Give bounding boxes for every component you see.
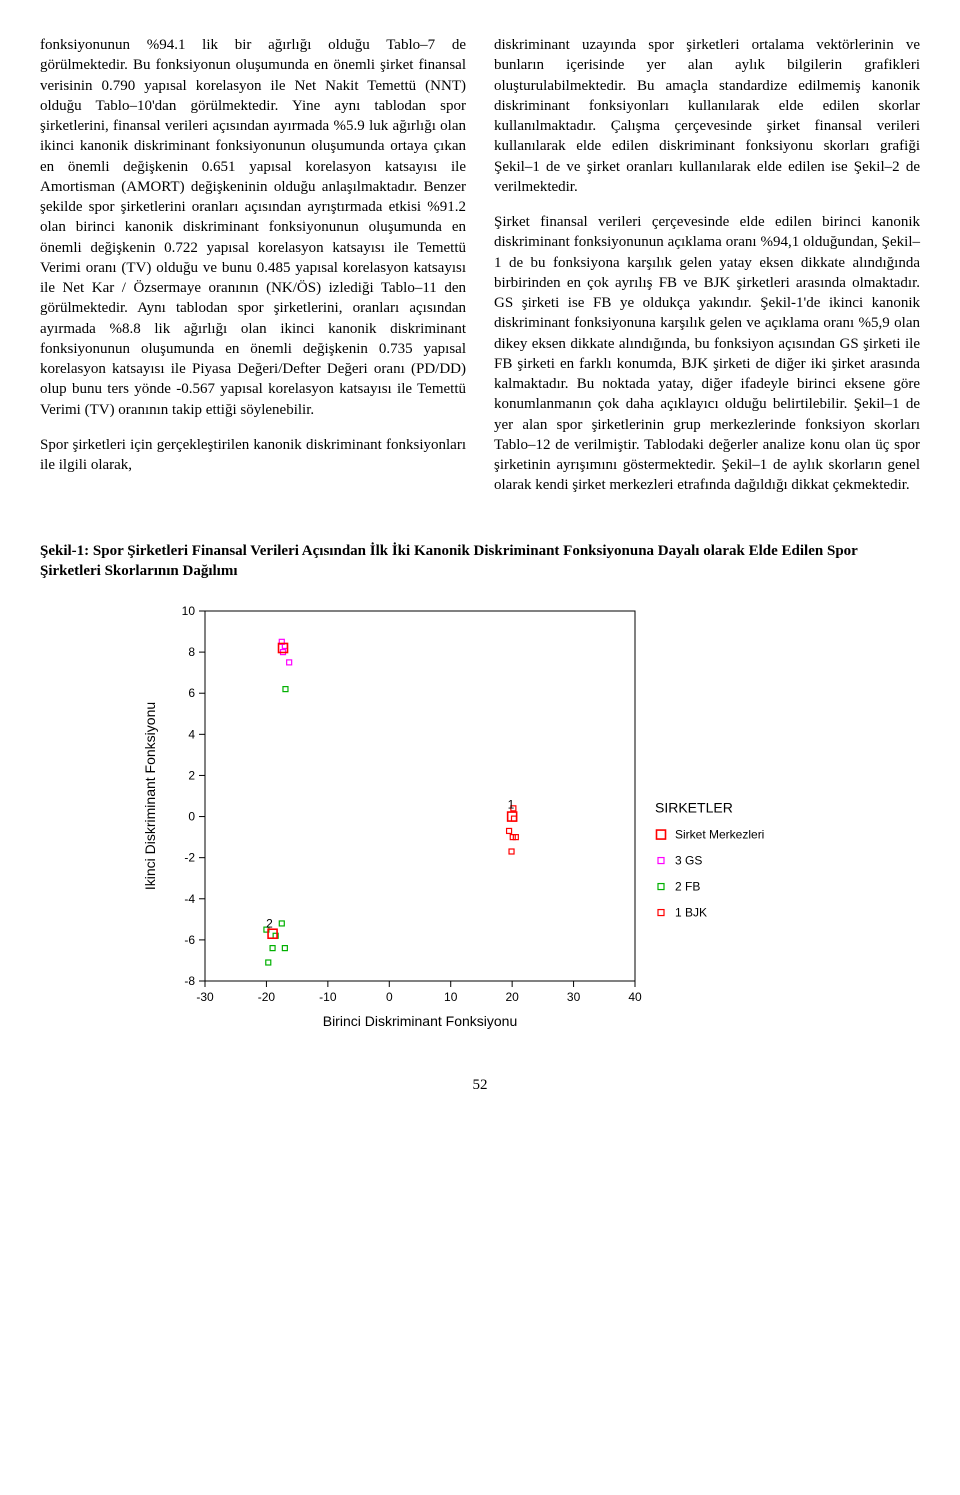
svg-text:4: 4 bbox=[188, 727, 195, 741]
svg-text:-6: -6 bbox=[184, 933, 195, 947]
scatter-plot-svg: -30-20-10010203040-8-6-4-20246810Birinci… bbox=[115, 591, 845, 1051]
page-root: fonksiyonunun %94.1 lik bir ağırlığı old… bbox=[20, 0, 940, 1135]
left-para-1: fonksiyonunun %94.1 lik bir ağırlığı old… bbox=[40, 35, 466, 420]
svg-text:8: 8 bbox=[188, 645, 195, 659]
svg-text:-4: -4 bbox=[184, 892, 195, 906]
svg-text:Sirket Merkezleri: Sirket Merkezleri bbox=[675, 828, 764, 842]
svg-text:-10: -10 bbox=[319, 990, 337, 1004]
svg-text:Ikinci Diskriminant Fonksiyonu: Ikinci Diskriminant Fonksiyonu bbox=[142, 702, 158, 890]
svg-text:10: 10 bbox=[182, 604, 196, 618]
left-para-2: Spor şirketleri için gerçekleştirilen ka… bbox=[40, 435, 466, 476]
right-para-2: Şirket finansal verileri çerçevesinde el… bbox=[494, 212, 920, 496]
right-para-1: diskriminant uzayında spor şirketleri or… bbox=[494, 35, 920, 197]
svg-text:3 GS: 3 GS bbox=[675, 854, 702, 868]
svg-text:2: 2 bbox=[188, 768, 195, 782]
svg-text:2 FB: 2 FB bbox=[675, 880, 700, 894]
svg-text:-2: -2 bbox=[184, 851, 195, 865]
figure-title: Şekil-1: Spor Şirketleri Finansal Verile… bbox=[40, 541, 920, 582]
svg-text:-30: -30 bbox=[196, 990, 214, 1004]
svg-text:6: 6 bbox=[188, 686, 195, 700]
svg-text:1: 1 bbox=[508, 797, 515, 811]
two-column-text: fonksiyonunun %94.1 lik bir ağırlığı old… bbox=[40, 20, 920, 511]
svg-text:-20: -20 bbox=[258, 990, 276, 1004]
svg-text:0: 0 bbox=[188, 810, 195, 824]
svg-text:-8: -8 bbox=[184, 974, 195, 988]
figure-1-chart: -30-20-10010203040-8-6-4-20246810Birinci… bbox=[40, 591, 920, 1051]
svg-text:1 BJK: 1 BJK bbox=[675, 906, 707, 920]
svg-text:Birinci Diskriminant Fonksiyon: Birinci Diskriminant Fonksiyonu bbox=[323, 1013, 518, 1029]
left-column: fonksiyonunun %94.1 lik bir ağırlığı old… bbox=[40, 20, 466, 511]
right-column: diskriminant uzayında spor şirketleri or… bbox=[494, 20, 920, 511]
svg-text:0: 0 bbox=[386, 990, 393, 1004]
svg-text:SIRKETLER: SIRKETLER bbox=[655, 800, 733, 816]
page-number: 52 bbox=[40, 1075, 920, 1095]
svg-text:20: 20 bbox=[505, 990, 519, 1004]
svg-text:2: 2 bbox=[266, 917, 273, 931]
svg-text:30: 30 bbox=[567, 990, 581, 1004]
svg-text:40: 40 bbox=[628, 990, 642, 1004]
svg-text:10: 10 bbox=[444, 990, 458, 1004]
